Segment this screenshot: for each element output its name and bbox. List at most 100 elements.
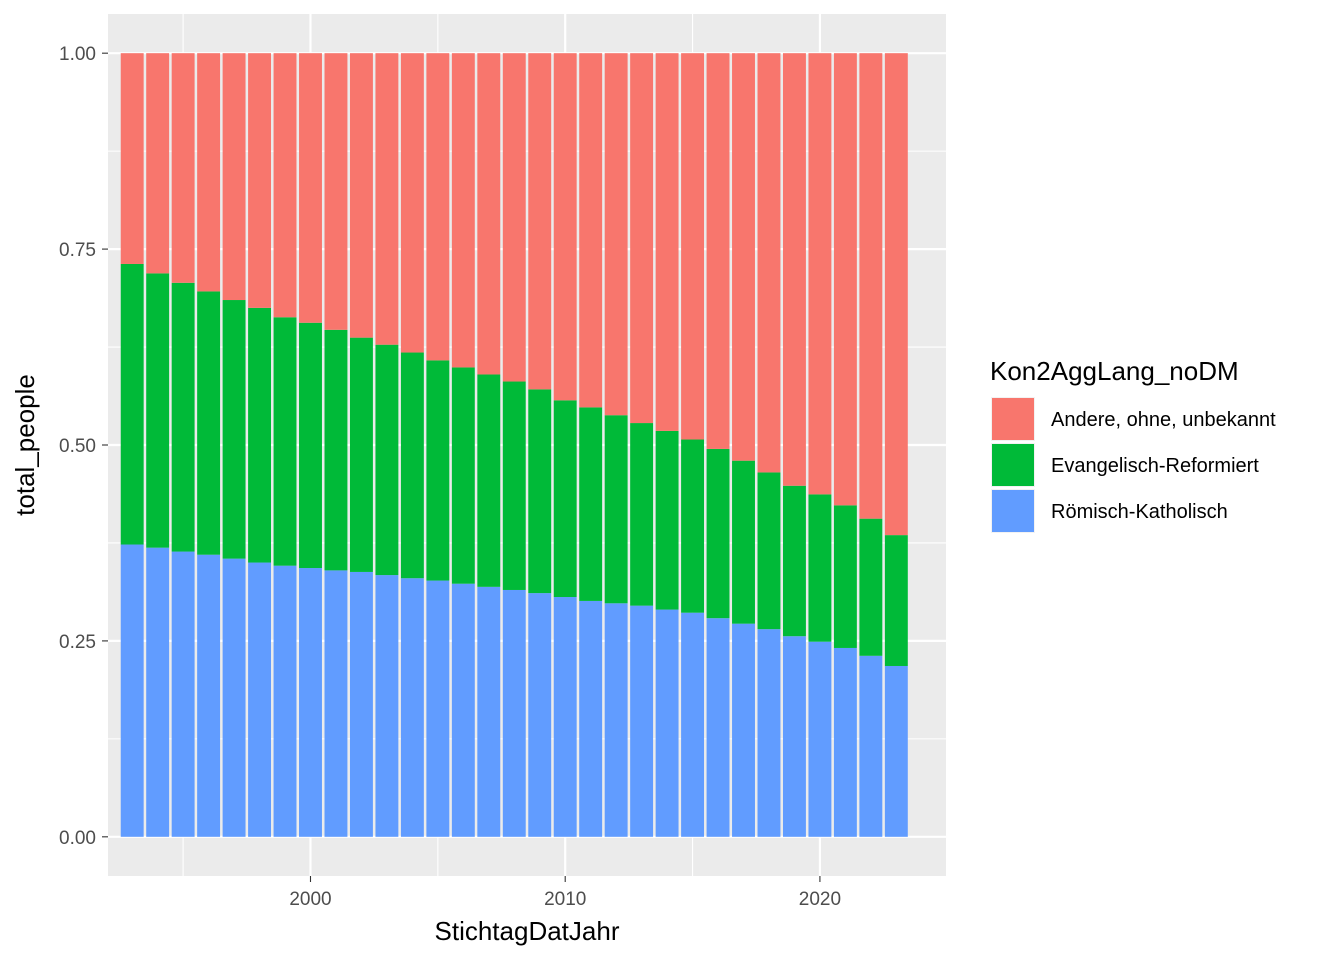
bar-evangelisch-reformiert-1993	[120, 263, 144, 545]
bar-andere-ohne-unbekannt-2019	[782, 53, 806, 486]
bar-r-misch-katholisch-2014	[655, 609, 679, 837]
bar-r-misch-katholisch-2010	[553, 597, 577, 837]
bar-evangelisch-reformiert-2019	[782, 485, 806, 637]
bar-andere-ohne-unbekannt-2002	[349, 53, 373, 338]
bar-andere-ohne-unbekannt-2001	[324, 53, 348, 330]
bar-r-misch-katholisch-2005	[426, 580, 450, 837]
bar-andere-ohne-unbekannt-1995	[171, 53, 195, 283]
bar-evangelisch-reformiert-2004	[400, 352, 424, 579]
bar-r-misch-katholisch-1999	[273, 565, 297, 837]
bar-evangelisch-reformiert-1995	[171, 282, 195, 552]
bar-r-misch-katholisch-2008	[502, 589, 526, 837]
y-tick-label: 0.50	[59, 436, 96, 457]
bar-andere-ohne-unbekannt-2003	[375, 53, 399, 345]
bar-evangelisch-reformiert-2022	[859, 518, 883, 656]
y-axis: 0.00 0.25 0.50 0.75 1.00	[59, 44, 108, 849]
bar-evangelisch-reformiert-2012	[604, 415, 628, 604]
bar-andere-ohne-unbekannt-2014	[655, 53, 679, 431]
bar-andere-ohne-unbekannt-2011	[579, 53, 603, 408]
bar-evangelisch-reformiert-1999	[273, 317, 297, 566]
bar-evangelisch-reformiert-2007	[477, 374, 501, 587]
legend-label-andere-ohne-unbekannt: Andere, ohne, unbekannt	[1051, 409, 1276, 431]
bar-evangelisch-reformiert-1998	[248, 307, 272, 563]
bar-evangelisch-reformiert-1994	[146, 273, 170, 548]
legend-title: Kon2AggLang_noDM	[990, 356, 1239, 386]
bar-r-misch-katholisch-2012	[604, 603, 628, 837]
bar-evangelisch-reformiert-2003	[375, 344, 399, 576]
x-tick-label: 2000	[289, 889, 331, 910]
bar-r-misch-katholisch-2011	[579, 600, 603, 837]
bar-r-misch-katholisch-2007	[477, 586, 501, 837]
legend-swatch-evangelisch-reformiert	[992, 444, 1034, 486]
bar-andere-ohne-unbekannt-1997	[222, 53, 246, 301]
y-tick-label: 0.75	[59, 240, 96, 261]
bar-evangelisch-reformiert-2013	[630, 423, 654, 606]
bar-r-misch-katholisch-2002	[349, 571, 373, 837]
bar-r-misch-katholisch-2018	[757, 629, 781, 837]
bar-r-misch-katholisch-2019	[782, 636, 806, 837]
bar-r-misch-katholisch-2017	[732, 623, 755, 837]
bar-evangelisch-reformiert-2001	[324, 329, 348, 571]
bar-evangelisch-reformiert-2014	[655, 430, 679, 610]
bar-r-misch-katholisch-2003	[375, 575, 399, 837]
bar-andere-ohne-unbekannt-2016	[706, 53, 730, 449]
bar-r-misch-katholisch-2001	[324, 570, 348, 837]
bar-andere-ohne-unbekannt-2008	[502, 53, 526, 382]
bar-evangelisch-reformiert-1997	[222, 300, 246, 559]
bar-r-misch-katholisch-1994	[146, 547, 170, 837]
x-axis-title: StichtagDatJahr	[435, 916, 620, 946]
bar-andere-ohne-unbekannt-2009	[528, 53, 552, 390]
bar-r-misch-katholisch-2020	[808, 641, 832, 837]
x-tick-label: 2010	[544, 889, 586, 910]
bar-andere-ohne-unbekannt-2013	[630, 53, 654, 424]
bar-andere-ohne-unbekannt-1993	[120, 53, 144, 264]
bar-r-misch-katholisch-1997	[222, 558, 246, 837]
bar-andere-ohne-unbekannt-2010	[553, 53, 577, 401]
bar-andere-ohne-unbekannt-2005	[426, 53, 450, 361]
y-tick-label: 1.00	[59, 44, 96, 65]
bar-r-misch-katholisch-1993	[120, 544, 144, 837]
bar-r-misch-katholisch-2006	[451, 583, 475, 837]
bar-r-misch-katholisch-1995	[171, 551, 195, 837]
bar-andere-ohne-unbekannt-2007	[477, 53, 501, 375]
bar-evangelisch-reformiert-2021	[833, 505, 857, 648]
bar-r-misch-katholisch-2023	[884, 665, 908, 837]
bar-r-misch-katholisch-2022	[859, 655, 883, 837]
bar-evangelisch-reformiert-2006	[451, 367, 475, 584]
legend: Kon2AggLang_noDM Andere, ohne, unbekannt…	[990, 356, 1276, 533]
bar-evangelisch-reformiert-2015	[681, 439, 705, 613]
bar-evangelisch-reformiert-2023	[884, 535, 908, 666]
bar-andere-ohne-unbekannt-2018	[757, 53, 781, 473]
bar-evangelisch-reformiert-2010	[553, 400, 577, 598]
bar-andere-ohne-unbekannt-2012	[604, 53, 628, 416]
bar-r-misch-katholisch-2004	[400, 578, 424, 837]
bar-andere-ohne-unbekannt-1996	[197, 53, 221, 292]
legend-swatch-r-misch-katholisch	[992, 490, 1034, 532]
bar-andere-ohne-unbekannt-2023	[884, 53, 908, 536]
bar-andere-ohne-unbekannt-2006	[451, 53, 475, 368]
bar-r-misch-katholisch-1998	[248, 562, 272, 837]
bar-andere-ohne-unbekannt-1994	[146, 53, 170, 274]
bar-evangelisch-reformiert-2009	[528, 389, 552, 594]
legend-label-r-misch-katholisch: Römisch-Katholisch	[1051, 501, 1228, 523]
bar-andere-ohne-unbekannt-2022	[859, 53, 883, 519]
bar-r-misch-katholisch-1996	[197, 554, 221, 837]
bar-evangelisch-reformiert-2016	[706, 448, 730, 619]
bar-evangelisch-reformiert-1996	[197, 291, 221, 555]
bar-evangelisch-reformiert-2011	[579, 407, 603, 601]
x-axis: 2000 2010 2020	[289, 876, 841, 910]
bar-r-misch-katholisch-2015	[681, 612, 705, 837]
bar-evangelisch-reformiert-2020	[808, 494, 832, 642]
bar-evangelisch-reformiert-2005	[426, 360, 450, 581]
bar-r-misch-katholisch-2013	[630, 605, 654, 837]
legend-label-evangelisch-reformiert: Evangelisch-Reformiert	[1051, 455, 1259, 477]
bar-evangelisch-reformiert-2000	[299, 322, 322, 569]
bar-r-misch-katholisch-2009	[528, 593, 552, 837]
y-tick-label: 0.25	[59, 632, 96, 653]
bar-andere-ohne-unbekannt-2000	[299, 53, 322, 323]
bar-evangelisch-reformiert-2008	[502, 381, 526, 590]
bar-andere-ohne-unbekannt-2020	[808, 53, 832, 495]
bars	[120, 53, 908, 837]
bar-andere-ohne-unbekannt-2017	[732, 53, 755, 461]
